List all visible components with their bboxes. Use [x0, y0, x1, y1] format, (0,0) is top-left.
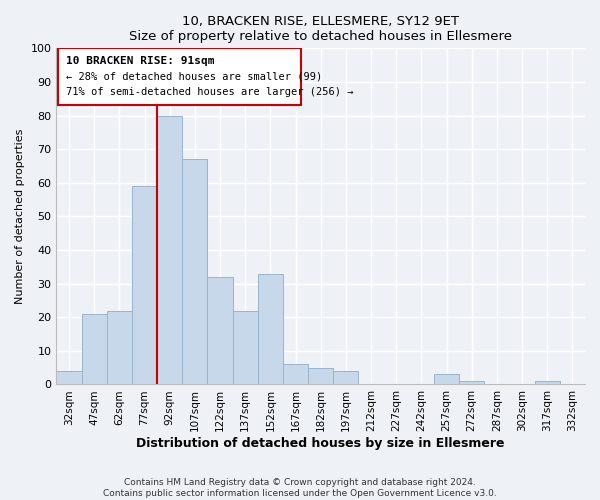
- Text: 10 BRACKEN RISE: 91sqm: 10 BRACKEN RISE: 91sqm: [66, 56, 214, 66]
- Text: Contains HM Land Registry data © Crown copyright and database right 2024.
Contai: Contains HM Land Registry data © Crown c…: [103, 478, 497, 498]
- Bar: [308, 368, 333, 384]
- Bar: [56, 371, 82, 384]
- Bar: [82, 314, 107, 384]
- Y-axis label: Number of detached properties: Number of detached properties: [15, 128, 25, 304]
- Bar: [208, 277, 233, 384]
- Bar: [258, 274, 283, 384]
- Bar: [283, 364, 308, 384]
- Title: 10, BRACKEN RISE, ELLESMERE, SY12 9ET
Size of property relative to detached hous: 10, BRACKEN RISE, ELLESMERE, SY12 9ET Si…: [129, 15, 512, 43]
- Bar: [434, 374, 459, 384]
- X-axis label: Distribution of detached houses by size in Ellesmere: Distribution of detached houses by size …: [136, 437, 505, 450]
- Bar: [233, 310, 258, 384]
- Text: ← 28% of detached houses are smaller (99): ← 28% of detached houses are smaller (99…: [66, 72, 322, 82]
- Bar: [182, 160, 208, 384]
- Bar: [132, 186, 157, 384]
- Text: 71% of semi-detached houses are larger (256) →: 71% of semi-detached houses are larger (…: [66, 87, 353, 97]
- Bar: [459, 381, 484, 384]
- Bar: [333, 371, 358, 384]
- Bar: [107, 310, 132, 384]
- FancyBboxPatch shape: [58, 48, 301, 106]
- Bar: [535, 381, 560, 384]
- Bar: [157, 116, 182, 384]
